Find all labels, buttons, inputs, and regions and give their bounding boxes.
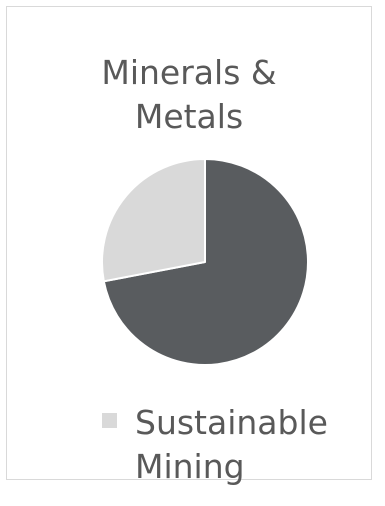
pie-chart <box>101 158 309 366</box>
legend-label-line-1: Sustainable <box>135 403 328 442</box>
legend-label-sustainable-mining: Sustainable Mining <box>135 401 365 489</box>
chart-title-line-2: Metals <box>134 97 244 136</box>
chart-title: Minerals & Metals <box>7 51 371 139</box>
chart-title-line-1: Minerals & <box>101 53 277 92</box>
legend-label-line-2: Mining <box>135 447 245 486</box>
chart-frame: Minerals & Metals Sustainable Mining <box>6 6 372 486</box>
pie-slices <box>101 158 309 366</box>
pie-slice-sustainable-mining <box>101 158 206 283</box>
legend-swatch-sustainable-mining <box>102 413 117 428</box>
